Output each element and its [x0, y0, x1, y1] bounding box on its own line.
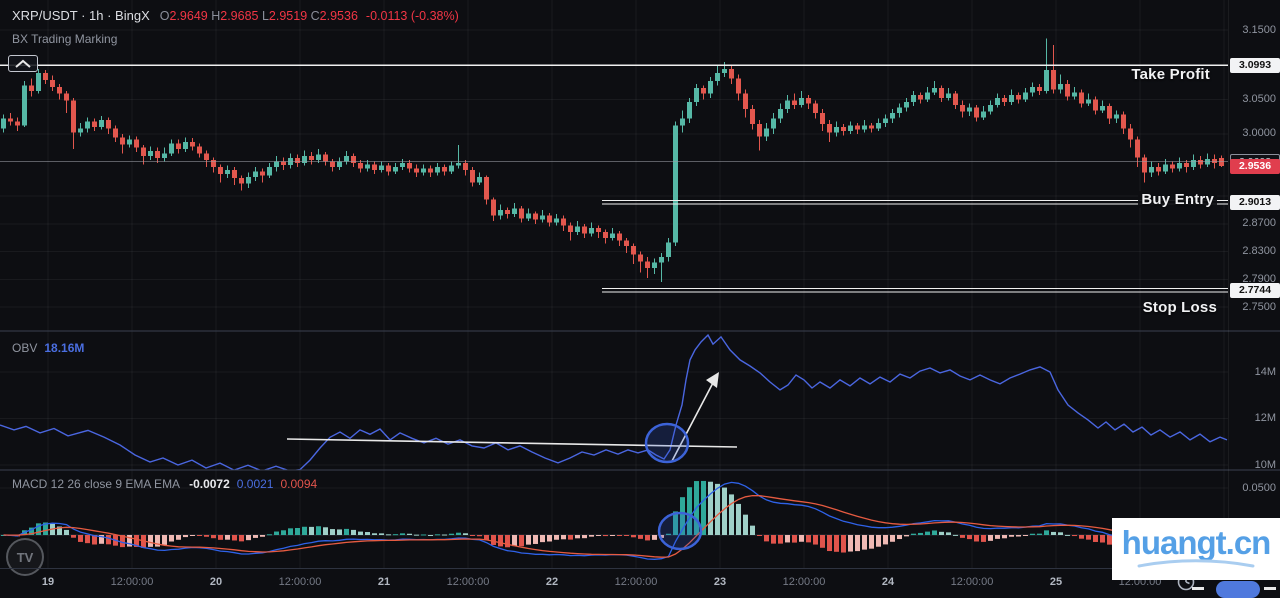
macd-indicator-header[interactable]: MACD 12 26 close 9 EMA EMA -0.0072 0.0021 0…: [12, 477, 317, 491]
highlight-circle-obv: [644, 422, 690, 464]
price-tick: 2.8300: [1242, 245, 1276, 258]
level-price-chip: 3.0993: [1230, 57, 1280, 73]
highlight-circle-macd: [657, 511, 703, 551]
obv-name: OBV: [12, 341, 38, 355]
stop-loss-label[interactable]: Stop Loss: [1142, 299, 1217, 316]
change-readout: -0.0113 (-0.38%): [365, 9, 459, 23]
time-tick: 23: [713, 576, 727, 588]
macd-signal-line: [3, 494, 1222, 558]
price-tick: 2.8700: [1242, 217, 1276, 230]
obscured-blue-element: [1216, 581, 1260, 598]
price-axis[interactable]: 3.15003.09933.05003.00002.96032.95362.90…: [1228, 0, 1280, 568]
time-tick: 24: [881, 576, 895, 588]
time-tick: 12:00:00: [614, 576, 658, 588]
time-tick: 12:00:00: [950, 576, 994, 588]
watermark-swoosh: [1137, 559, 1255, 568]
annotations[interactable]: [286, 372, 738, 551]
time-tick: 12:00:00: [278, 576, 322, 588]
time-tick: 12:00:00: [446, 576, 490, 588]
candles: [1, 38, 1224, 283]
time-tick: 12:00:00: [110, 576, 154, 588]
pane-separators[interactable]: [0, 330, 1280, 471]
buy-entry-label[interactable]: Buy Entry: [1138, 191, 1217, 208]
symbol-title[interactable]: XRP/USDT · 1h · BingX: [12, 8, 150, 23]
time-tick: 12:00:00: [782, 576, 826, 588]
watermark-text: huangt.cn: [1121, 524, 1272, 561]
macd-line-value: 0.0021: [236, 477, 274, 491]
price-tick: 3.0500: [1242, 92, 1276, 105]
tv-logo-glyph: TV: [16, 549, 34, 565]
watermark-box: huangt.cn: [1112, 518, 1280, 580]
macd-hist-value: -0.0072: [189, 477, 230, 491]
level-price-chip: 2.7744: [1230, 282, 1280, 298]
time-tick: 19: [41, 576, 55, 588]
obscured-dash-left: [1192, 587, 1204, 590]
obv-axis-tick: 14M: [1254, 365, 1276, 378]
grid-vertical: [47, 0, 1225, 568]
price-tick: 2.7500: [1242, 300, 1276, 313]
obv-indicator-header[interactable]: OBV 18.16M: [12, 341, 84, 355]
time-tick: 20: [209, 576, 223, 588]
time-tick: 21: [377, 576, 391, 588]
level-lines[interactable]: [0, 64, 1228, 293]
grid-horizontal: [0, 29, 1228, 536]
symbol-header[interactable]: XRP/USDT · 1h · BingX O2.9649 H2.9685 L2.…: [12, 8, 459, 23]
price-tick: 3.0000: [1242, 127, 1276, 140]
obv-line: [0, 333, 1228, 470]
obv-axis-tick: 10M: [1254, 458, 1276, 471]
tradingview-logo[interactable]: TV: [6, 538, 44, 576]
time-tick: 25: [1049, 576, 1063, 588]
chevron-up-icon: [15, 59, 31, 68]
level-price-chip: 2.9013: [1230, 194, 1280, 210]
take-profit-label[interactable]: Take Profit: [1131, 66, 1210, 83]
obv-arrow-head: [706, 372, 719, 388]
macd-plot: [1, 480, 1224, 560]
arrow-up-marker[interactable]: [8, 55, 38, 72]
macd-title: MACD 12 26 close 9 EMA EMA: [12, 477, 181, 491]
macd-line: [3, 481, 1222, 560]
price-tick: 2.7900: [1242, 272, 1276, 285]
obv-value: 18.16M: [44, 341, 85, 355]
chart-subtitle: BX Trading Marking: [12, 32, 118, 46]
obscured-dash-right: [1264, 587, 1276, 590]
last-price-chip: 2.9536: [1230, 158, 1280, 174]
ohlc-readout: O2.9649 H2.9685 L2.9519 C2.9536: [159, 9, 358, 23]
obv-trendline: [286, 438, 738, 448]
obv-axis-tick: 12M: [1254, 412, 1276, 424]
macd-signal-value: 0.0094: [280, 477, 318, 491]
obv-arrow: [671, 378, 716, 462]
time-tick: 22: [545, 576, 559, 588]
time-axis[interactable]: 19 12:00:00 20 12:00:00 21 12:00:00 22 12:00:00…: [0, 568, 1280, 598]
price-tick: 3.1500: [1242, 23, 1276, 36]
macd-axis-tick: 0.0500: [1242, 481, 1276, 494]
